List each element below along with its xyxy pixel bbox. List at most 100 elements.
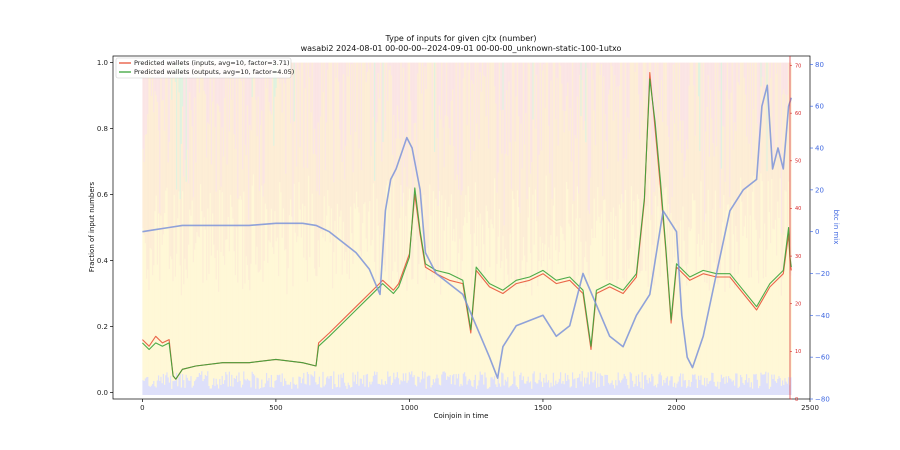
bg-band-top: [660, 62, 663, 81]
bg-band-blue: [419, 382, 421, 395]
bg-band-yellow: [457, 253, 460, 374]
bg-band-top: [195, 62, 197, 163]
bg-band-blue: [737, 387, 739, 395]
bg-band-top: [485, 62, 487, 117]
bg-band-top: [684, 62, 687, 161]
bg-band-orange: [574, 135, 576, 285]
bg-band-yellow: [520, 282, 522, 373]
bg-band-yellow: [687, 263, 689, 387]
bg-band-blue: [784, 378, 786, 395]
bg-band-top: [226, 62, 228, 165]
bg-band-yellow: [261, 185, 263, 380]
bg-band-orange: [523, 144, 526, 256]
bg-band-yellow: [185, 269, 187, 375]
bg-band-orange: [445, 62, 448, 261]
bg-band-yellow: [399, 218, 401, 385]
bg-band-blue: [264, 383, 267, 395]
bg-band-orange: [353, 62, 355, 204]
bg-band-blue: [340, 374, 342, 395]
bg-band-yellow: [286, 294, 288, 385]
bg-band-orange: [543, 64, 545, 262]
bg-band-yellow: [264, 203, 267, 384]
bg-band-top: [604, 62, 606, 115]
bg-band-yellow: [394, 261, 396, 380]
bg-band-yellow: [395, 230, 397, 378]
bg-band-orange: [300, 62, 303, 238]
legend-label-outputs: Predicted wallets (outputs, avg=10, fact…: [134, 68, 294, 76]
bg-band-blue: [364, 386, 366, 395]
bg-band-yellow: [311, 193, 313, 376]
bg-band-yellow: [561, 227, 563, 384]
bg-band-blue: [353, 381, 355, 395]
bg-band-orange: [643, 62, 646, 178]
bg-band-top: [778, 62, 780, 151]
bg-band-yellow: [256, 246, 258, 378]
bg-band-yellow: [633, 201, 635, 387]
bg-band-orange: [606, 168, 609, 281]
bg-band-orange: [465, 62, 467, 196]
bg-band-top: [671, 62, 673, 197]
bg-band-orange: [786, 95, 789, 245]
bg-band-blue: [641, 372, 643, 395]
bg-band-top: [784, 62, 786, 95]
bg-band-yellow: [366, 251, 369, 374]
bg-band-blue: [265, 372, 268, 395]
bg-band-yellow: [478, 278, 480, 381]
bg-band-yellow: [543, 261, 545, 378]
bg-band-orange: [767, 62, 769, 182]
bg-band-yellow: [271, 247, 274, 388]
bg-band-orange: [304, 88, 306, 207]
bg-band-blue: [529, 381, 532, 395]
bg-band-blue: [467, 380, 469, 395]
bg-band-top: [634, 62, 636, 72]
bg-band-blue: [676, 383, 678, 395]
bg-band-top: [769, 62, 772, 79]
bg-band-blue: [666, 376, 669, 395]
bg-band-yellow: [539, 236, 541, 373]
bg-band-orange: [682, 120, 684, 207]
bg-band-orange: [595, 63, 598, 221]
bg-band-blue: [217, 388, 220, 395]
bg-band-yellow: [651, 274, 653, 374]
bg-band-yellow: [187, 244, 190, 381]
bg-band-orange: [520, 123, 522, 283]
bg-band-blue: [413, 375, 415, 395]
bg-band-blue: [157, 375, 160, 395]
bg-band-orange: [744, 94, 747, 216]
bg-band-top: [456, 62, 459, 175]
bg-band-orange: [681, 153, 683, 291]
bg-band-blue: [388, 376, 390, 395]
plot-series: [142, 71, 793, 380]
bg-band-yellow: [221, 192, 223, 376]
bg-band-yellow: [406, 290, 408, 383]
bg-band-yellow: [720, 252, 723, 375]
bg-band-blue: [711, 372, 713, 395]
bg-band-blue: [633, 386, 635, 395]
bg-band-top: [399, 62, 401, 139]
bg-band-blue: [421, 371, 424, 395]
bg-band-orange: [448, 128, 450, 207]
bg-band-top: [467, 62, 469, 71]
bg-band-orange: [319, 116, 322, 233]
bg-band-blue: [539, 372, 541, 395]
bg-band-orange: [305, 62, 307, 261]
bg-band-orange: [676, 62, 678, 237]
bg-band-orange: [564, 110, 567, 271]
bg-band-blue: [267, 380, 269, 395]
y-tick-label: 0.4: [97, 257, 109, 265]
bg-band-orange: [148, 70, 150, 291]
bg-band-blue: [682, 373, 684, 395]
bg-band-yellow: [310, 222, 312, 375]
bg-band-top: [167, 62, 169, 163]
bg-band-blue: [183, 380, 185, 395]
bg-band-yellow: [289, 199, 292, 382]
bg-band-blue: [703, 377, 706, 395]
bg-band-top: [175, 62, 178, 190]
bg-band-blue: [689, 386, 691, 395]
bg-band-blue: [743, 384, 745, 395]
bg-band-blue: [783, 384, 785, 395]
bg-band-orange: [267, 70, 269, 263]
bg-band-yellow: [774, 219, 777, 382]
bg-band-yellow: [165, 190, 167, 376]
bg-band-yellow: [186, 278, 189, 378]
